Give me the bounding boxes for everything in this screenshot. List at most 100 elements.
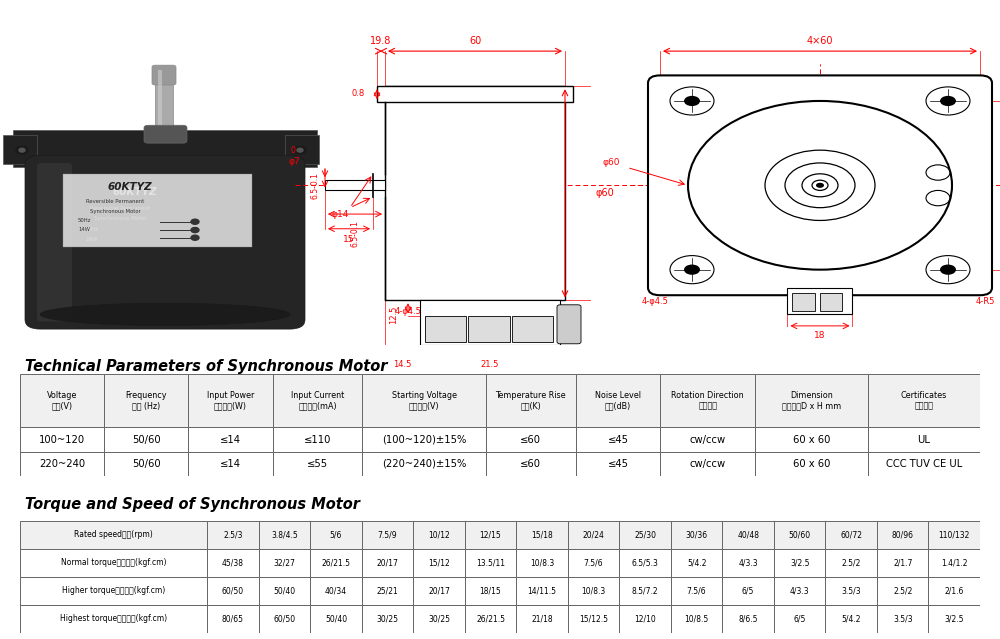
Bar [516,549,568,576]
Bar [868,452,980,476]
Text: 4×60: 4×60 [807,36,833,46]
Bar [310,604,362,633]
Bar [516,521,568,549]
Bar [362,374,486,427]
Bar [722,521,774,549]
FancyBboxPatch shape [63,174,252,247]
Circle shape [297,148,303,152]
FancyBboxPatch shape [648,75,992,295]
Bar [877,549,928,576]
Text: 8.5/7.2: 8.5/7.2 [632,586,658,595]
Text: 6.5-0.1: 6.5-0.1 [311,172,320,199]
Text: Highest torque特大力矩(kgf.cm): Highest torque特大力矩(kgf.cm) [60,614,167,623]
Bar [576,452,660,476]
Text: 60KTYZ: 60KTYZ [108,182,152,192]
Bar [792,293,814,311]
Text: 14.5: 14.5 [393,360,412,369]
Text: 15/12: 15/12 [428,558,450,567]
Text: ≤45: ≤45 [607,459,628,469]
Circle shape [940,265,956,275]
Bar [104,374,188,427]
Text: cw/ccw: cw/ccw [690,435,726,445]
Bar [660,427,755,452]
Bar [660,374,755,427]
Text: ≤55: ≤55 [307,459,328,469]
Text: 60 x 60: 60 x 60 [793,459,830,469]
Text: 50/40: 50/40 [325,614,347,623]
Bar [259,521,310,549]
Text: 1.4/1.2: 1.4/1.2 [941,558,967,567]
Text: 10/8.3: 10/8.3 [581,586,606,595]
Bar [516,604,568,633]
Bar [188,452,273,476]
Circle shape [940,96,956,106]
Bar [568,576,619,604]
Text: 6/5: 6/5 [793,614,806,623]
Bar [362,604,413,633]
Bar [20,549,207,576]
Text: 13.5/11: 13.5/11 [476,558,505,567]
Text: φ60: φ60 [595,189,614,198]
Bar [486,427,576,452]
Text: ≤14: ≤14 [220,435,241,445]
Text: 3.5/3: 3.5/3 [893,614,913,623]
Bar [671,576,722,604]
Bar [413,521,465,549]
Text: Synchronous Motor: Synchronous Motor [94,217,146,222]
Bar [310,576,362,604]
Bar [928,576,980,604]
Bar [362,427,486,452]
Bar [158,70,162,131]
Bar [468,316,510,342]
Bar [425,316,466,342]
Text: 8/6.5: 8/6.5 [738,614,758,623]
Text: 4/3.3: 4/3.3 [790,586,809,595]
Bar [413,576,465,604]
Text: 14/11.5: 14/11.5 [528,586,557,595]
Text: 80/96: 80/96 [892,530,914,539]
Text: Voltage
电压(V): Voltage 电压(V) [47,391,77,410]
Text: (220~240)±15%: (220~240)±15% [382,459,466,469]
Bar [825,549,877,576]
Text: Synchronous Motor: Synchronous Motor [90,210,140,215]
Text: 10/8.5: 10/8.5 [685,614,709,623]
Text: 4-R5: 4-R5 [975,297,995,306]
Bar [20,374,104,427]
Bar [928,604,980,633]
Text: 20/17: 20/17 [428,586,450,595]
Bar [259,604,310,633]
Bar [755,374,868,427]
Text: 32/27: 32/27 [274,558,295,567]
Text: 21.5: 21.5 [481,360,499,369]
Bar [928,521,980,549]
Text: 14W: 14W [78,227,90,233]
Bar [465,576,516,604]
Bar [207,549,259,576]
Bar [825,576,877,604]
Text: 7.5/9: 7.5/9 [378,530,397,539]
Circle shape [191,219,199,224]
Text: Torque and Speed of Synchronous Motor: Torque and Speed of Synchronous Motor [25,498,360,512]
Text: 40/48: 40/48 [737,530,759,539]
Text: 60 x 60: 60 x 60 [793,435,830,445]
Text: 4-φ4.5: 4-φ4.5 [395,307,422,316]
Text: 2/1.7: 2/1.7 [893,558,912,567]
Bar [774,521,825,549]
Bar [576,374,660,427]
Bar [20,576,207,604]
Bar [774,576,825,604]
Text: 0: 0 [291,146,295,155]
Text: Reversible Permanent: Reversible Permanent [90,206,150,211]
Text: 26/21.5: 26/21.5 [476,614,505,623]
Bar [362,521,413,549]
Text: cw/ccw: cw/ccw [690,459,726,469]
Text: Reversible Permanent: Reversible Permanent [86,199,144,204]
Text: 2.5/3: 2.5/3 [223,530,243,539]
Text: 20/24: 20/24 [583,530,605,539]
Bar [825,521,877,549]
Text: 3.5/3: 3.5/3 [841,586,861,595]
Bar [619,549,671,576]
Text: 30/25: 30/25 [377,614,399,623]
Circle shape [684,96,700,106]
Text: 4-φ4.5: 4-φ4.5 [642,297,668,306]
